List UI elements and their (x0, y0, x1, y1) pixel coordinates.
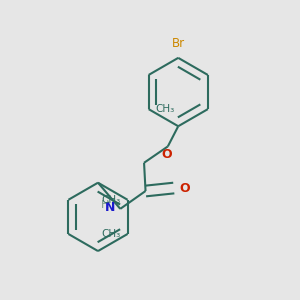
Text: Br: Br (172, 38, 185, 50)
Text: CH₃: CH₃ (102, 229, 121, 239)
Text: CH₃: CH₃ (155, 104, 174, 114)
Text: O: O (161, 148, 172, 161)
Text: CH₃: CH₃ (102, 195, 121, 205)
Text: H: H (100, 200, 109, 210)
Text: N: N (105, 202, 115, 214)
Text: O: O (179, 182, 190, 194)
